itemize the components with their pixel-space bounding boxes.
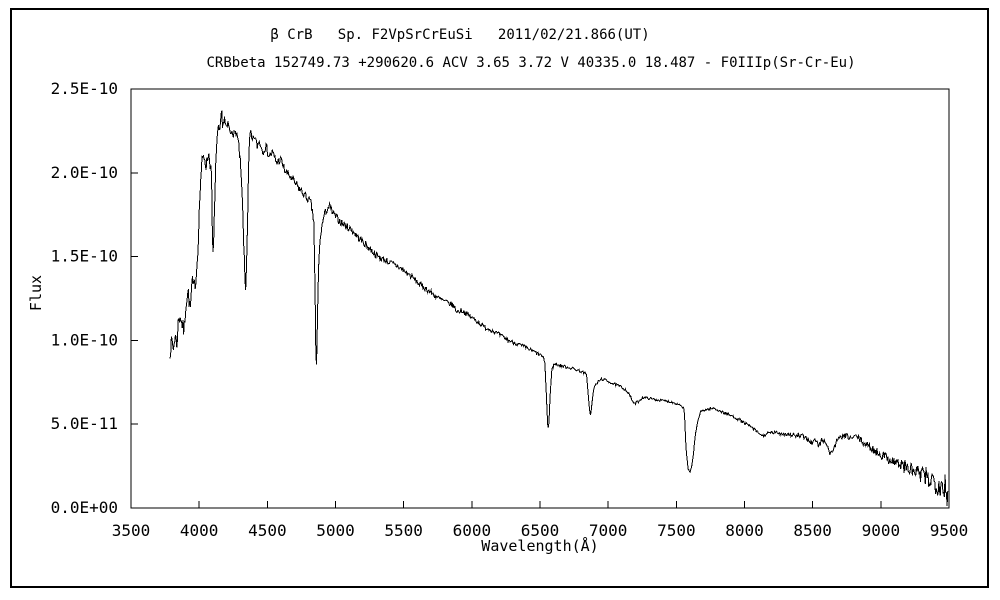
x-tick-label: 9000 [862,521,901,540]
x-tick-label: 7000 [589,521,628,540]
chart-outer-border [10,8,989,588]
chart-title: β CrB Sp. F2VpSrCrEuSi 2011/02/21.866(UT… [270,27,650,43]
chart-subtitle: CRBbeta 152749.73 +290620.6 ACV 3.65 3.7… [206,55,856,71]
x-tick-label: 4000 [180,521,219,540]
spectrum-line [169,110,949,506]
x-tick-label: 8500 [793,521,832,540]
x-tick-label: 8000 [725,521,764,540]
x-tick-label: 6500 [521,521,560,540]
x-tick-label: 9500 [930,521,969,540]
y-tick-label: 5.0E-11 [51,414,118,433]
x-tick-label: 5500 [384,521,423,540]
x-tick-label: 4500 [248,521,287,540]
x-axis-label: Wavelength(Å) [481,536,598,555]
y-tick-label: 0.0E+00 [51,498,118,517]
x-tick-label: 3500 [112,521,151,540]
x-tick-label: 6000 [453,521,492,540]
y-axis-label: Flux [27,275,45,311]
y-tick-label: 1.5E-10 [51,247,118,266]
y-tick-label: 1.0E-10 [51,330,118,349]
y-tick-label: 2.0E-10 [51,163,118,182]
x-tick-label: 5000 [316,521,355,540]
y-tick-label: 2.5E-10 [51,79,118,98]
x-tick-label: 7500 [657,521,696,540]
